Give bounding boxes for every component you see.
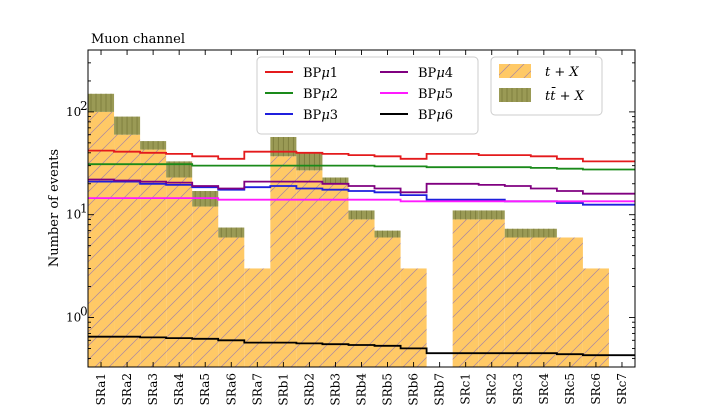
legend-stack-hatch — [499, 64, 531, 78]
y-axis-label: Number of events — [47, 149, 62, 267]
ytick-label: 10 — [66, 208, 81, 222]
bar-tx-hatch-SRa6 — [218, 237, 245, 367]
legend-lines: BPμ1 BPμ2 BPμ3 BPμ4 BPμ5 BPμ6 — [256, 56, 479, 135]
xtick-label-SRb3: SRb3 — [328, 373, 342, 406]
bar-tx-hatch-SRc2 — [478, 219, 505, 367]
xtick-label-SRc3: SRc3 — [511, 373, 525, 405]
xtick-label-SRa7: SRa7 — [250, 373, 264, 405]
ytick-label: 10 — [66, 105, 81, 119]
chart-title: Muon channel — [91, 32, 185, 47]
series-ttbar-plus-x-bars — [88, 93, 557, 238]
xtick-label-SRc1: SRc1 — [459, 373, 473, 405]
bar-tx-hatch-SRa1 — [88, 111, 115, 367]
bar-tx-hatch-SRc6 — [582, 268, 609, 367]
ytick-label: 10 — [66, 311, 81, 325]
xtick-label-SRa4: SRa4 — [172, 373, 186, 406]
legend-line-label-BPμ3: BPμ3 — [303, 108, 338, 123]
bar-tx-hatch-SRa5 — [192, 206, 219, 367]
xtick-label-SRb1: SRb1 — [276, 373, 290, 406]
xtick-label-SRc5: SRc5 — [563, 373, 577, 405]
legend-stack: t + X tt̄ + X — [490, 56, 603, 116]
line-BPμ1 — [88, 149, 635, 163]
line-BPμ4 — [88, 178, 635, 195]
bar-tx-hatch-SRb5 — [374, 237, 401, 367]
bar-tx-hatch-SRb6 — [400, 268, 427, 367]
bar-tx-hatch-SRb1 — [270, 156, 297, 367]
legend-line-label-BPμ1: BPμ1 — [303, 66, 338, 81]
bar-tx-hatch-SRc4 — [530, 237, 557, 367]
x-axis-ticks: SRa1 SRa2 SRa3 SRa4 SRa5 SRa6 SRa7 SRb1 SRb2 SRb3… — [94, 50, 629, 406]
legend-stack-label-0: t + X — [545, 65, 579, 80]
xtick-label-SRc4: SRc4 — [537, 373, 551, 405]
bar-tx-hatch-SRc3 — [504, 237, 531, 367]
xtick-label-SRc7: SRc7 — [615, 373, 629, 405]
xtick-label-SRa1: SRa1 — [94, 373, 108, 405]
ytick-exponent: 0 — [80, 305, 88, 319]
legend-stack-label-1: tt̄ + X — [545, 87, 585, 104]
legend-stack-swatch-1 — [499, 88, 531, 102]
xtick-label-SRc2: SRc2 — [485, 373, 499, 405]
xtick-label-SRa5: SRa5 — [198, 373, 212, 405]
bar-tx-hatch-SRc1 — [452, 219, 479, 367]
xtick-label-SRc6: SRc6 — [589, 373, 603, 405]
legend-lines-frame — [256, 56, 479, 135]
bar-tx-hatch-SRb3 — [322, 183, 349, 367]
xtick-label-SRa6: SRa6 — [224, 373, 238, 405]
xtick-label-SRb5: SRb5 — [381, 373, 395, 406]
bar-tx-hatch-SRc5 — [556, 237, 583, 367]
ytick-exponent: 1 — [80, 202, 88, 216]
bar-tx-hatch-SRa4 — [166, 177, 193, 367]
legend-line-label-BPμ5: BPμ5 — [418, 87, 453, 102]
xtick-label-SRb4: SRb4 — [355, 373, 369, 406]
ytick-exponent: 2 — [80, 99, 88, 113]
bar-tx-hatch-SRa7 — [244, 268, 271, 367]
bar-tx-hatch-SRb4 — [348, 219, 375, 367]
legend-line-label-BPμ2: BPμ2 — [303, 87, 338, 102]
line-BPμ2 — [88, 163, 635, 171]
line-BPμ5 — [88, 197, 635, 203]
xtick-label-SRa3: SRa3 — [146, 373, 160, 405]
xtick-label-SRa2: SRa2 — [120, 373, 134, 405]
xtick-label-SRb2: SRb2 — [302, 373, 316, 406]
series-t-plus-x-bars — [88, 111, 609, 367]
legend-line-label-BPμ6: BPμ6 — [418, 108, 453, 123]
xtick-label-SRb6: SRb6 — [407, 373, 421, 406]
benchmark-lines — [88, 149, 635, 357]
xtick-label-SRb7: SRb7 — [433, 373, 447, 406]
legend-line-label-BPμ4: BPμ4 — [418, 66, 453, 81]
bar-tx-hatch-SRa2 — [114, 134, 141, 367]
bar-tx-hatch-SRb2 — [296, 170, 323, 367]
line-BPμ6 — [88, 335, 635, 357]
bar-tx-hatch-SRa3 — [140, 149, 167, 367]
